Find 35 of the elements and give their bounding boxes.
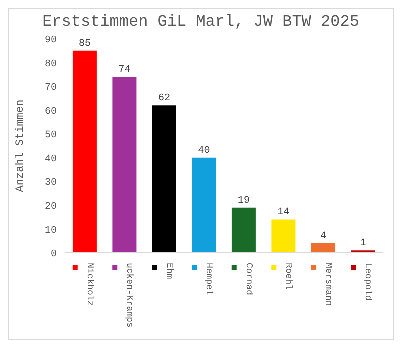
data-label: 62 <box>158 94 170 105</box>
bar <box>192 158 216 253</box>
y-tick-label: 50 <box>44 130 57 142</box>
x-tick-label: Leopold <box>363 263 374 301</box>
y-tick-label: 30 <box>44 178 57 190</box>
x-tick-label: Mersmann <box>323 263 334 306</box>
x-tick-label: ucken-Kramps <box>124 263 135 328</box>
data-label: 85 <box>78 38 91 50</box>
y-axis-title: Anzahl Stimmen <box>14 100 27 192</box>
y-tick-label: 60 <box>44 106 57 118</box>
bar <box>72 50 97 253</box>
x-tick-label: Cornad <box>244 263 254 296</box>
data-label: 19 <box>238 196 250 207</box>
bar <box>232 208 256 253</box>
data-label: 74 <box>118 65 131 76</box>
bar <box>272 220 296 253</box>
data-label: 40 <box>198 146 210 157</box>
bar <box>152 106 176 253</box>
bar <box>112 77 137 253</box>
data-label: 14 <box>278 208 290 219</box>
y-tick-label: 40 <box>44 154 57 166</box>
x-tick-label: Hempel <box>204 263 214 296</box>
y-tick-label: 70 <box>44 83 57 94</box>
x-tick-label: Roehl <box>284 263 294 290</box>
data-label: 1 <box>360 238 366 250</box>
x-tick-label: Ehm <box>164 263 174 280</box>
y-tick-label: 80 <box>44 59 57 70</box>
chart-title: Erststimmen GiL Marl, JW BTW 2025 <box>42 13 360 31</box>
x-tick-label: Nickholz <box>84 263 95 306</box>
bar <box>311 243 336 253</box>
y-tick-label: 90 <box>44 36 57 47</box>
y-tick-label: 20 <box>44 202 57 213</box>
y-tick-label: 10 <box>44 226 57 237</box>
data-label: 4 <box>320 231 326 242</box>
y-tick-label: 0 <box>50 250 57 261</box>
